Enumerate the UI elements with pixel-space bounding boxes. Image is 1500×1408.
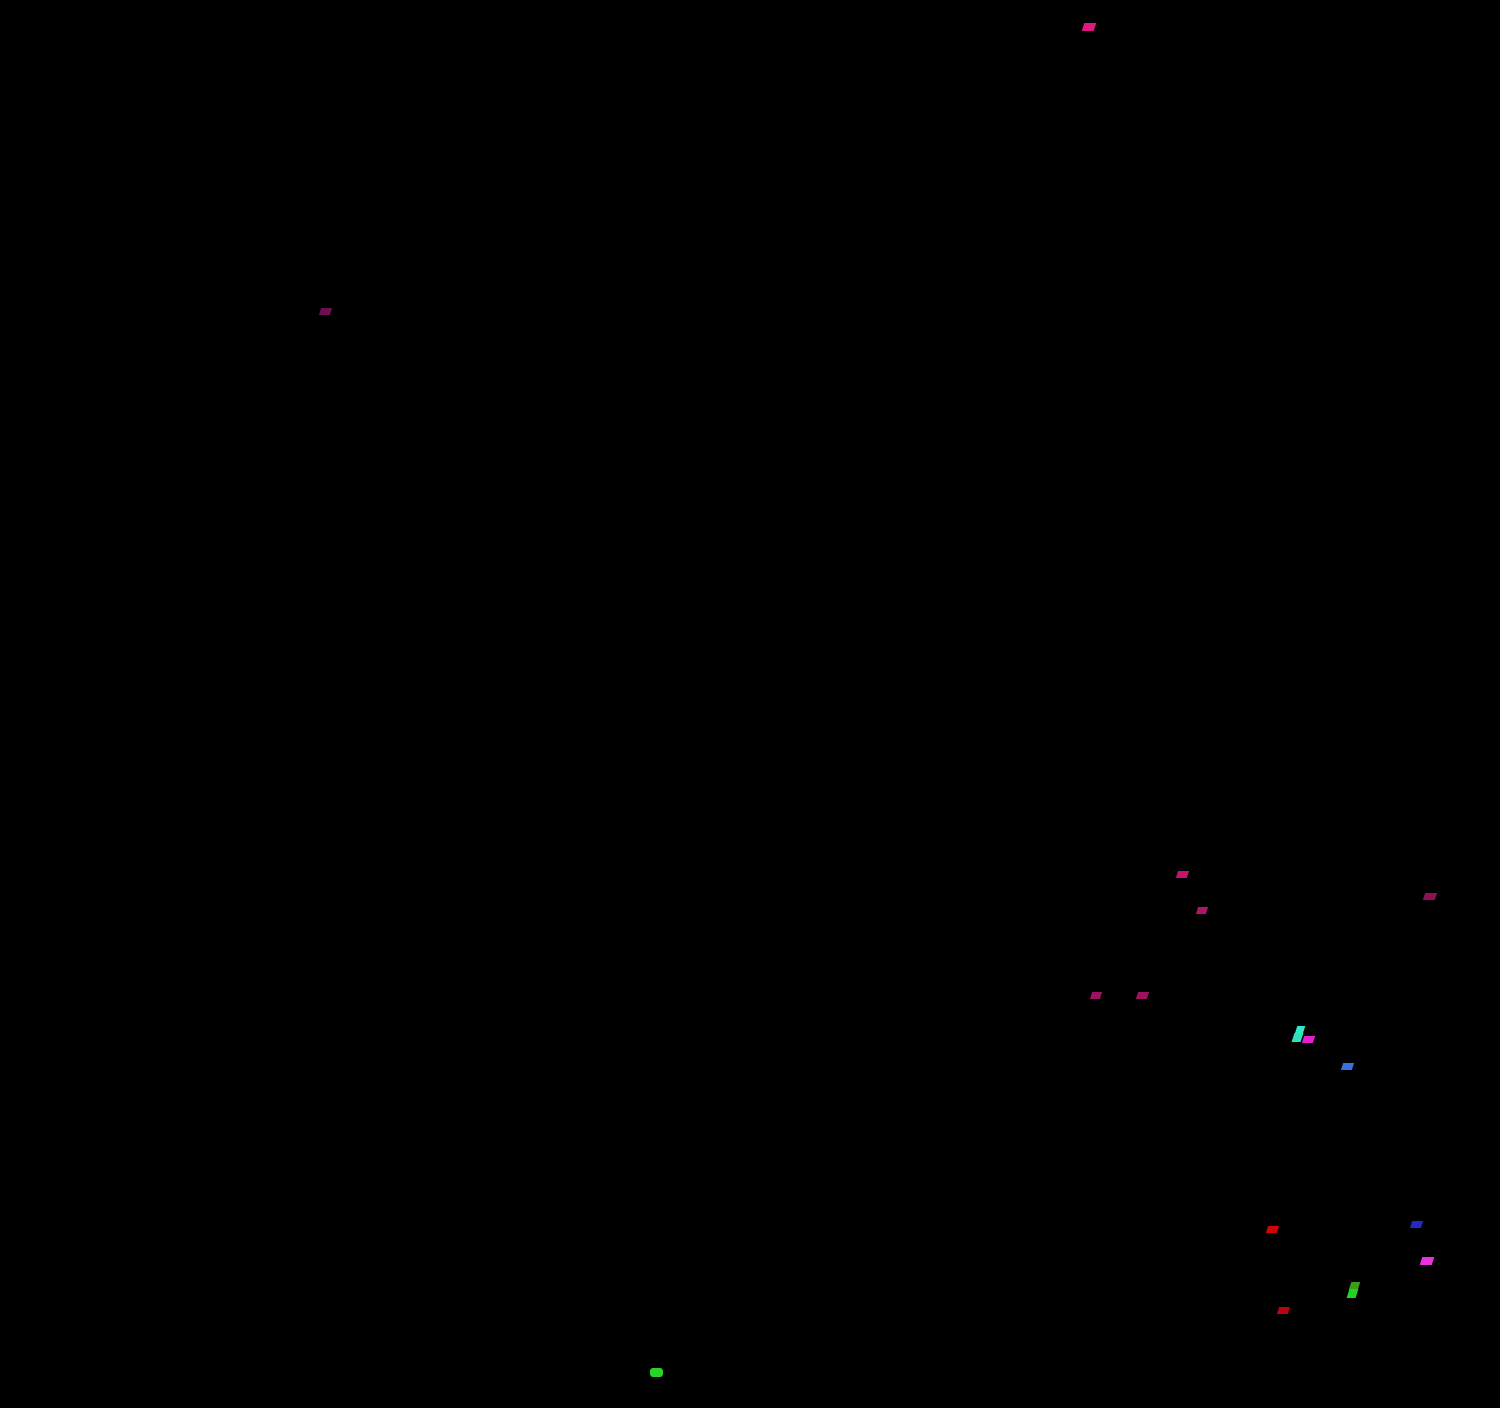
sprite-part xyxy=(1195,907,1209,914)
sprite-part xyxy=(1419,1257,1435,1265)
sprite-part xyxy=(1175,871,1190,878)
sprite-part xyxy=(1409,1221,1424,1228)
sprite-part xyxy=(318,308,333,315)
sprite-part xyxy=(1276,1307,1291,1314)
sprite-part xyxy=(1089,992,1103,999)
sprite-part xyxy=(650,1368,663,1377)
sprite-part xyxy=(1301,1036,1316,1043)
sprite-part xyxy=(1081,23,1097,31)
sprite-part xyxy=(1422,893,1438,900)
sprite-part xyxy=(1346,1289,1359,1298)
sprite-part xyxy=(1265,1226,1280,1233)
sprite-part xyxy=(1135,992,1150,999)
sprite-part xyxy=(1340,1063,1355,1070)
